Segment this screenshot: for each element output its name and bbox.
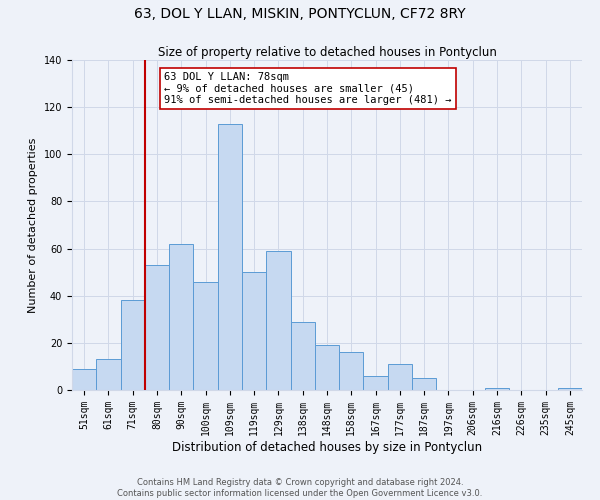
Bar <box>242 272 266 390</box>
Bar <box>485 388 509 390</box>
Bar <box>145 265 169 390</box>
Bar <box>169 244 193 390</box>
Text: 63, DOL Y LLAN, MISKIN, PONTYCLUN, CF72 8RY: 63, DOL Y LLAN, MISKIN, PONTYCLUN, CF72 … <box>134 8 466 22</box>
Bar <box>218 124 242 390</box>
Bar <box>339 352 364 390</box>
Bar <box>364 376 388 390</box>
Title: Size of property relative to detached houses in Pontyclun: Size of property relative to detached ho… <box>158 46 496 59</box>
Bar <box>72 369 96 390</box>
Bar <box>412 378 436 390</box>
Bar <box>388 364 412 390</box>
Bar <box>290 322 315 390</box>
Bar <box>96 360 121 390</box>
Text: Contains HM Land Registry data © Crown copyright and database right 2024.
Contai: Contains HM Land Registry data © Crown c… <box>118 478 482 498</box>
Bar <box>266 251 290 390</box>
Y-axis label: Number of detached properties: Number of detached properties <box>28 138 38 312</box>
X-axis label: Distribution of detached houses by size in Pontyclun: Distribution of detached houses by size … <box>172 440 482 454</box>
Bar <box>193 282 218 390</box>
Bar <box>121 300 145 390</box>
Bar <box>558 388 582 390</box>
Text: 63 DOL Y LLAN: 78sqm
← 9% of detached houses are smaller (45)
91% of semi-detach: 63 DOL Y LLAN: 78sqm ← 9% of detached ho… <box>164 72 452 105</box>
Bar <box>315 345 339 390</box>
